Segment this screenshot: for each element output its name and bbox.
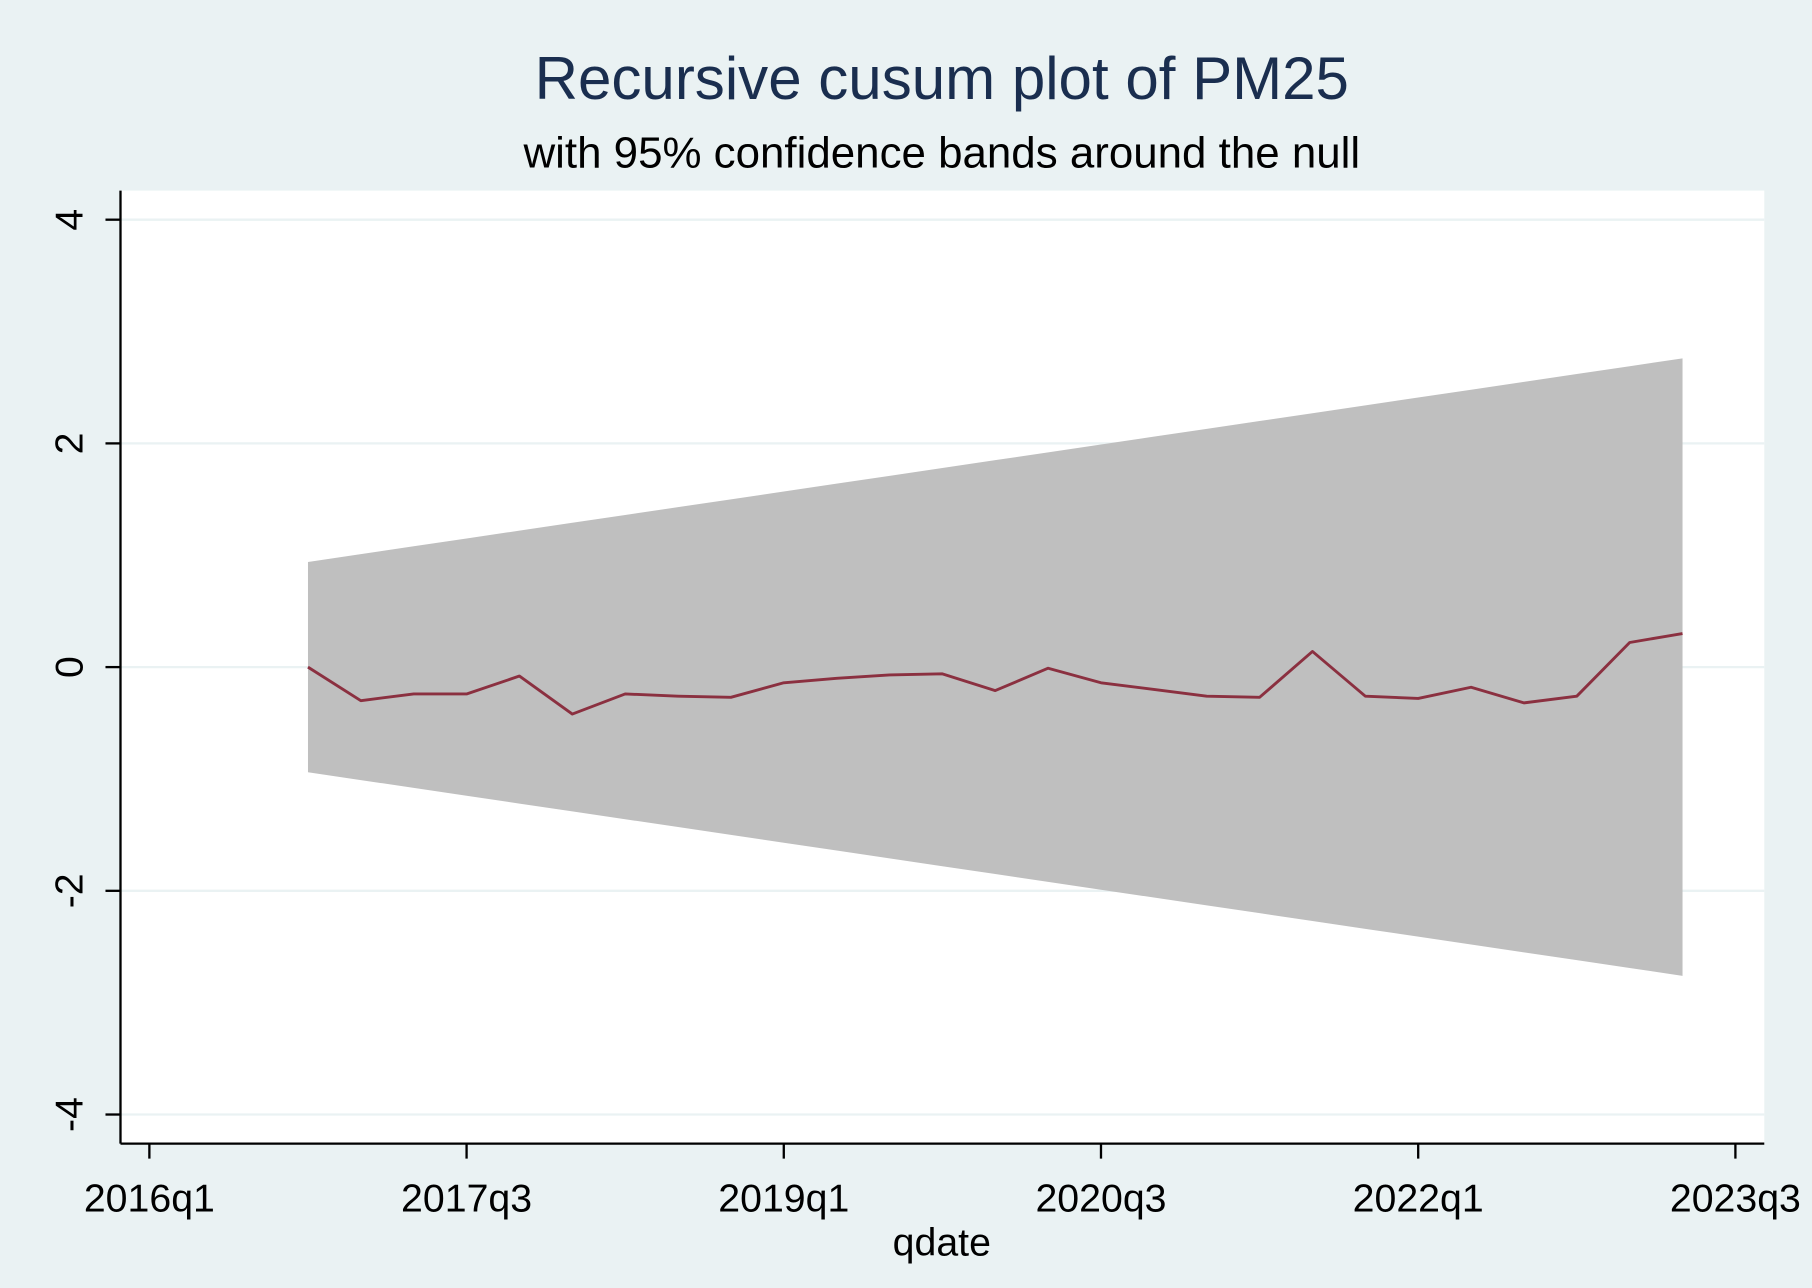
confidence-band (307, 358, 1683, 976)
y-tick-label: 4 (47, 209, 91, 231)
chart-subtitle: with 95% confidence bands around the nul… (522, 129, 1360, 178)
chart-title: Recursive cusum plot of PM25 (535, 45, 1349, 112)
y-tick-label: 2 (47, 432, 91, 454)
x-axis-title: qdate (893, 1221, 991, 1265)
x-tick-label: 2019q1 (718, 1177, 849, 1221)
x-tick-label: 2016q1 (84, 1177, 215, 1221)
y-tick-label: -4 (47, 1097, 91, 1132)
x-tick-label: 2022q1 (1353, 1177, 1484, 1221)
y-tick-label: -2 (47, 873, 91, 908)
x-tick-label: 2023q3 (1670, 1177, 1801, 1221)
x-tick-label: 2017q3 (401, 1177, 532, 1221)
cusum-line (307, 632, 1683, 716)
y-tick-label: 0 (47, 656, 91, 678)
x-tick-label: 2020q3 (1035, 1177, 1166, 1221)
